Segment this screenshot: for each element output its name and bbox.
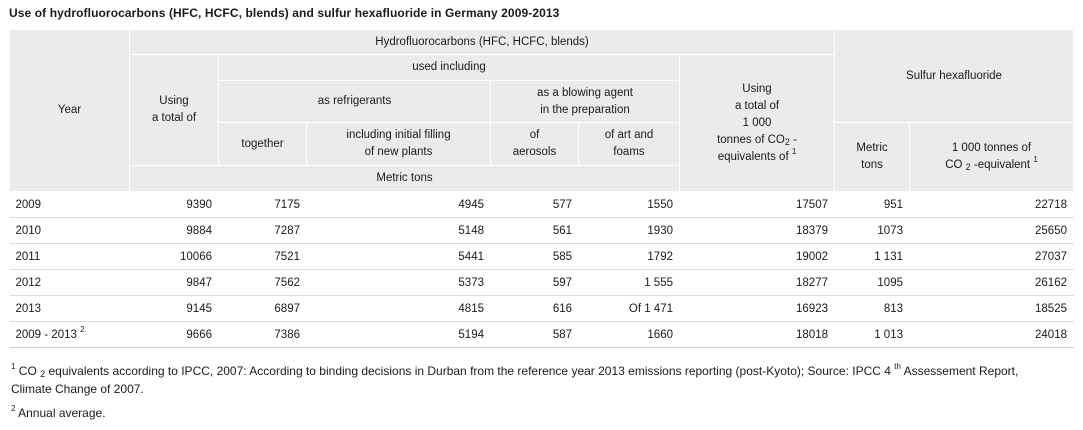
header-as-blowing: as a blowing agent in the preparation [490,80,680,123]
header-sf6-metric: Metric tons [834,122,910,192]
cell-together: 7386 [218,321,307,348]
cell-year: 2013 [9,295,130,322]
cell-sf6-co2: 26162 [909,269,1074,296]
cell-year: 2009 [9,191,130,218]
cell-together: 7175 [218,191,307,218]
cell-initial: 4815 [306,295,491,322]
header-together: together [218,122,307,166]
header-hfc-group: Hydrofluorocarbons (HFC, HCFC, blends) [129,29,835,55]
cell-sf6-tons: 1 131 [834,243,910,270]
cell-sf6-tons: 1 013 [834,321,910,348]
cell-aerosols: 616 [490,295,579,322]
cell-sf6-co2: 18525 [909,295,1074,322]
cell-foams: 1 555 [578,269,680,296]
cell-total: 9847 [129,269,219,296]
footnote-1: 1 CO 2 equivalents according to IPCC, 20… [11,362,1019,397]
cell-initial: 5194 [306,321,491,348]
cell-year: 2010 [9,217,130,244]
table-row: 2012 9847 7562 5373 597 1 555 18277 1095… [9,269,1074,296]
cell-sf6-co2: 24018 [909,321,1074,348]
header-using-total: Using a total of [129,54,219,166]
cell-foams: Of 1 471 [578,295,680,322]
table-row: 2013 9145 6897 4815 616 Of 1 471 16923 8… [9,295,1074,322]
cell-sf6-tons: 813 [834,295,910,322]
cell-sf6-co2: 25650 [909,217,1074,244]
header-co2-total: Using a total of 1 000 tonnes of CO2 - e… [679,54,835,192]
cell-year: 2009 - 2013 2 [9,321,130,348]
header-aerosols: of aerosols [490,122,579,166]
table-row: 2009 - 2013 2 9666 7386 5194 587 1660 18… [9,321,1074,348]
cell-co2: 19002 [679,243,835,270]
cell-aerosols: 585 [490,243,579,270]
cell-aerosols: 587 [490,321,579,348]
cell-initial: 5441 [306,243,491,270]
header-year: Year [9,29,130,192]
header-used-including: used including [218,54,680,81]
cell-together: 7287 [218,217,307,244]
cell-initial: 5148 [306,217,491,244]
cell-sf6-tons: 951 [834,191,910,218]
cell-total: 9884 [129,217,219,244]
header-initial-filling: including initial filling of new plants [306,122,491,166]
cell-co2: 16923 [679,295,835,322]
table-row: 2009 9390 7175 4945 577 1550 17507 951 2… [9,191,1074,218]
cell-foams: 1660 [578,321,680,348]
cell-co2: 18018 [679,321,835,348]
cell-together: 7562 [218,269,307,296]
header-sf6-group: Sulfur hexafluoride [834,29,1074,123]
cell-aerosols: 561 [490,217,579,244]
cell-co2: 17507 [679,191,835,218]
header-sf6-co2: 1 000 tonnes of CO 2 -equivalent 1 [909,122,1074,192]
cell-initial: 5373 [306,269,491,296]
cell-sf6-co2: 27037 [909,243,1074,270]
cell-initial: 4945 [306,191,491,218]
header-foams: of art and foams [578,122,680,166]
cell-year: 2011 [9,243,130,270]
cell-together: 6897 [218,295,307,322]
table-row: 2010 9884 7287 5148 561 1930 18379 1073 … [9,217,1074,244]
cell-year: 2012 [9,269,130,296]
table-row: 2011 10066 7521 5441 585 1792 19002 1 13… [9,243,1074,270]
cell-co2: 18379 [679,217,835,244]
cell-co2: 18277 [679,269,835,296]
cell-together: 7521 [218,243,307,270]
page-title: Use of hydrofluorocarbons (HFC, HCFC, bl… [9,6,560,20]
cell-total: 10066 [129,243,219,270]
cell-aerosols: 577 [490,191,579,218]
footnote-2: 2 Annual average. [11,404,106,421]
cell-aerosols: 597 [490,269,579,296]
cell-foams: 1550 [578,191,680,218]
cell-sf6-tons: 1095 [834,269,910,296]
cell-total: 9145 [129,295,219,322]
cell-total: 9390 [129,191,219,218]
header-metric-tons: Metric tons [129,165,680,192]
cell-total: 9666 [129,321,219,348]
data-table: Year Hydrofluorocarbons (HFC, HCFC, blen… [9,29,1074,348]
cell-foams: 1930 [578,217,680,244]
cell-foams: 1792 [578,243,680,270]
cell-sf6-co2: 22718 [909,191,1074,218]
cell-sf6-tons: 1073 [834,217,910,244]
header-as-refrigerants: as refrigerants [218,80,491,123]
